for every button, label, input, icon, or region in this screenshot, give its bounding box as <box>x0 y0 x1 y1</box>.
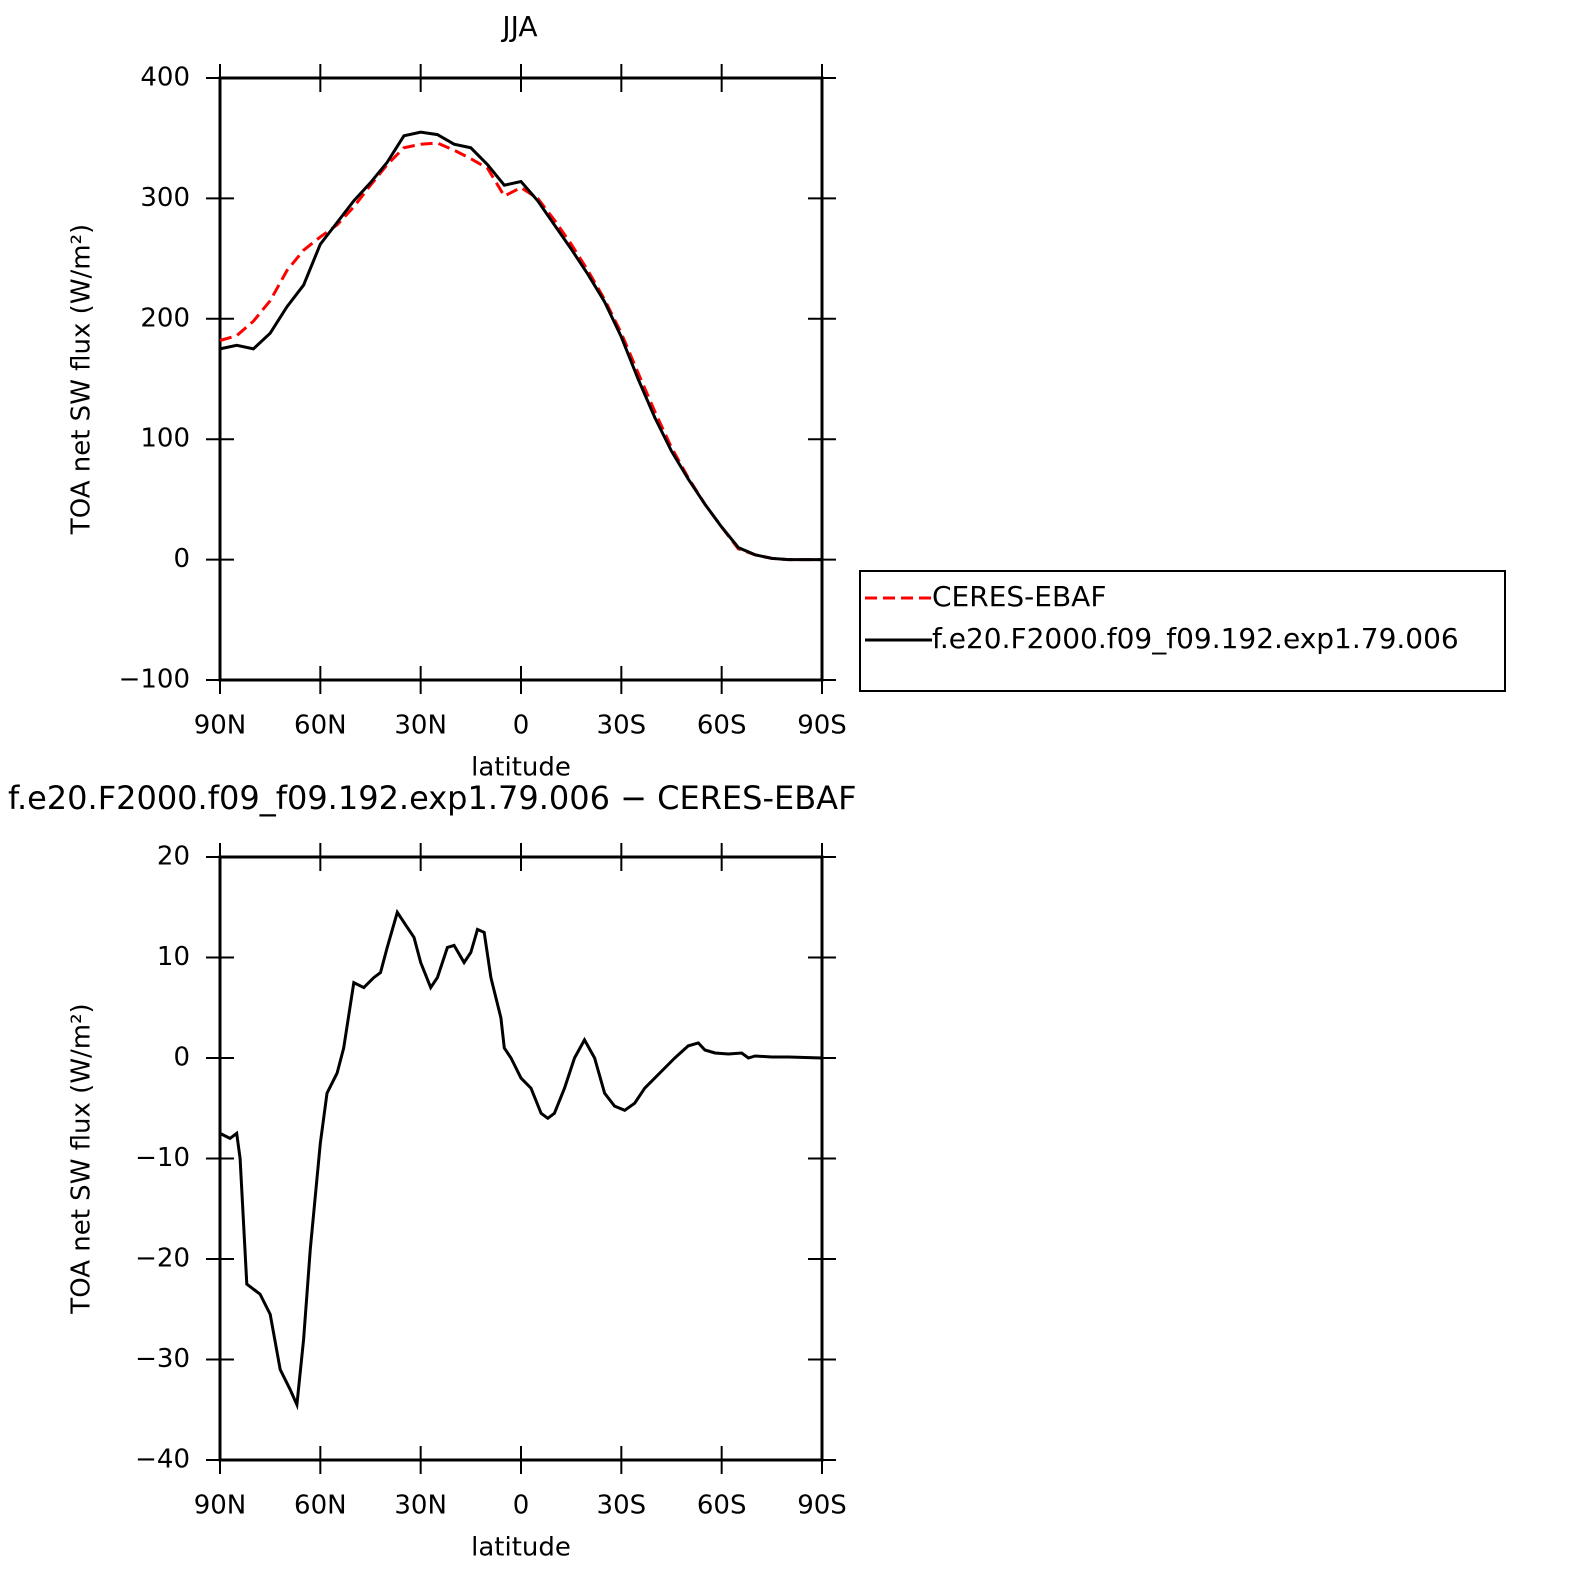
y-tick-label: 0 <box>173 544 190 574</box>
y-tick-label: −10 <box>135 1143 190 1173</box>
y-tick-label: 300 <box>140 183 190 213</box>
x-tick-label: 60N <box>294 711 347 741</box>
y-tick-label: −20 <box>135 1244 190 1274</box>
y-tick-label: 200 <box>140 303 190 333</box>
y-tick-label: 400 <box>140 63 190 93</box>
x-tick-label: 30N <box>394 711 447 741</box>
y-tick-label: 100 <box>140 424 190 454</box>
chart-title: JJA <box>500 10 537 43</box>
y-tick-label: −30 <box>135 1344 190 1374</box>
legend-label: f.e20.F2000.f09_f09.192.exp1.79.006 <box>932 622 1459 655</box>
data-line <box>219 908 823 1411</box>
y-tick-label: 0 <box>173 1043 190 1073</box>
x-tick-label: 0 <box>513 711 530 741</box>
x-tick-label: 90N <box>194 711 247 741</box>
plot-frame <box>218 76 824 682</box>
y-axis-label: TOA net SW flux (W/m²) <box>67 224 97 535</box>
y-tick-label: 10 <box>157 942 190 972</box>
x-tick-label: 30S <box>597 1491 647 1521</box>
y-tick-label: 20 <box>157 842 190 872</box>
x-tick-label: 60N <box>294 1491 347 1521</box>
x-tick-label: 60S <box>697 711 747 741</box>
data-line <box>219 141 822 562</box>
x-tick-label: 60S <box>697 1491 747 1521</box>
legend-box <box>859 570 1506 692</box>
x-tick-label: 0 <box>513 1491 530 1521</box>
x-tick-label: 90S <box>797 711 847 741</box>
x-tick-label: 30N <box>394 1491 447 1521</box>
plot-frame <box>218 855 824 1462</box>
x-axis-label: latitude <box>471 1533 571 1563</box>
legend-label: CERES-EBAF <box>932 580 1106 613</box>
x-axis-label: latitude <box>471 753 571 783</box>
data-line <box>219 130 822 562</box>
x-tick-label: 90S <box>797 1491 847 1521</box>
x-tick-label: 30S <box>597 711 647 741</box>
y-tick-label: −100 <box>119 665 190 695</box>
y-tick-label: −40 <box>135 1445 190 1475</box>
x-tick-label: 90N <box>194 1491 247 1521</box>
chart-title: f.e20.F2000.f09_f09.192.exp1.79.006 − CE… <box>8 779 856 817</box>
y-axis-label: TOA net SW flux (W/m²) <box>67 1003 97 1314</box>
